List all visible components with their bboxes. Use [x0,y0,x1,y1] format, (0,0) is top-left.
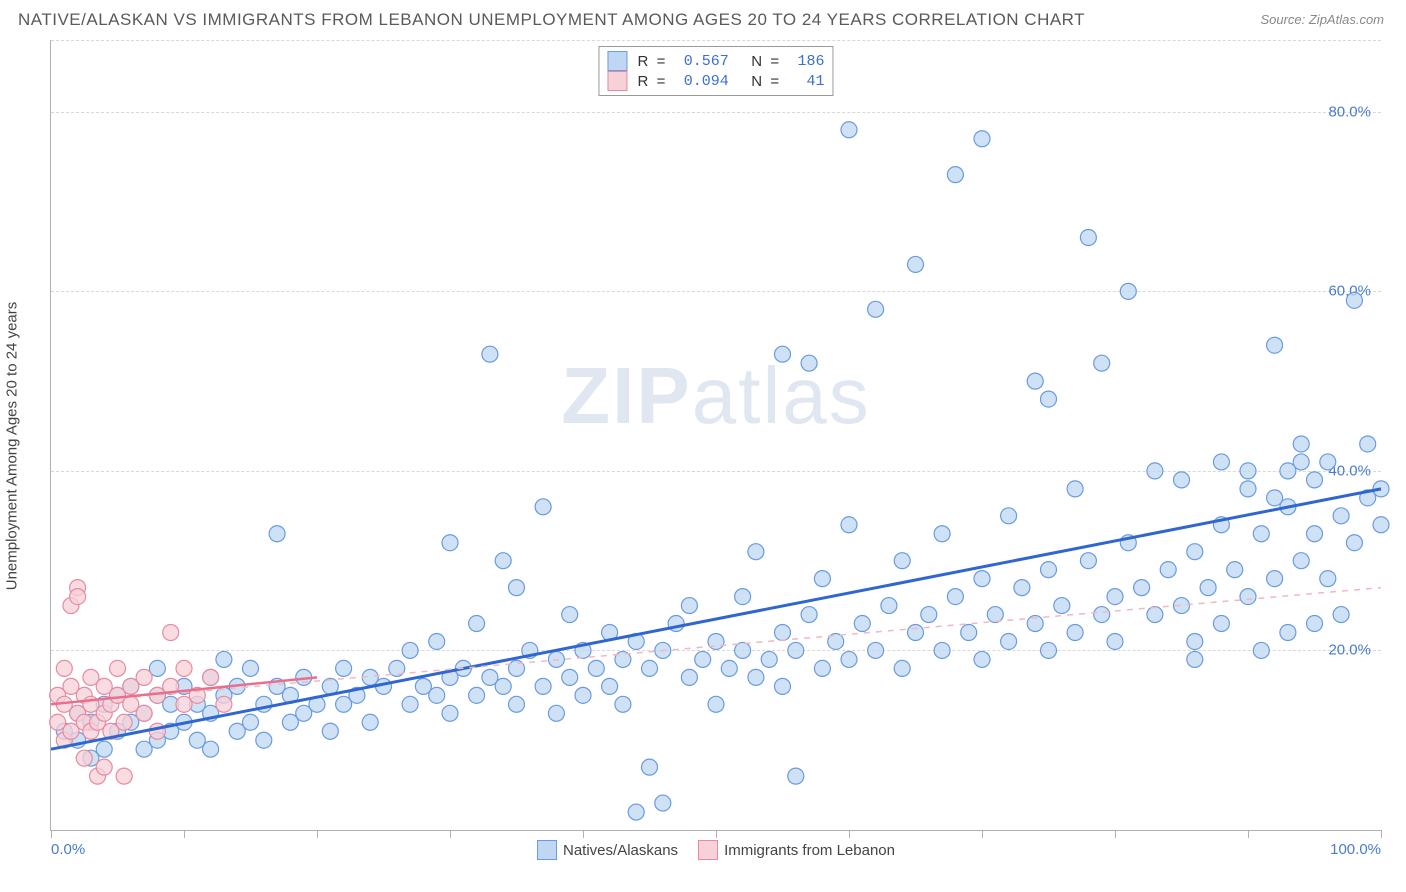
legend-stats-row: R = 0.567 N = 186 [607,51,824,71]
legend-swatch [537,840,557,860]
x-tick [849,830,850,838]
x-tick [317,830,318,838]
legend-swatch [698,840,718,860]
legend-n-label: N = [739,73,788,90]
legend-n-label: N = [739,53,788,70]
legend-n-value: 41 [798,73,825,90]
legend-n-value: 186 [798,53,825,70]
x-tick [982,830,983,838]
legend-stats-row: R = 0.094 N = 41 [607,71,824,91]
legend-bottom: Natives/Alaskans Immigrants from Lebanon [537,840,895,860]
legend-swatch [607,51,627,71]
y-axis-label: Unemployment Among Ages 20 to 24 years [4,302,21,591]
x-tick [1115,830,1116,838]
x-tick [716,830,717,838]
legend-swatch [607,71,627,91]
legend-r-value: 0.567 [684,53,729,70]
legend-stats: R = 0.567 N = 186R = 0.094 N = 41 [598,46,833,96]
legend-r-label: R = [637,73,673,90]
x-tick [1381,830,1382,838]
legend-r-value: 0.094 [684,73,729,90]
legend-r-label: R = [637,53,673,70]
legend-item: Natives/Alaskans [537,840,678,860]
x-tick [51,830,52,838]
x-tick [184,830,185,838]
chart-title: NATIVE/ALASKAN VS IMMIGRANTS FROM LEBANO… [18,10,1085,30]
x-tick [583,830,584,838]
legend-label: Immigrants from Lebanon [724,842,895,859]
plot-area: ZIPatlas R = 0.567 N = 186R = 0.094 N = … [50,40,1381,831]
x-axis-min-label: 0.0% [51,841,85,858]
scatter-plot [51,40,1381,830]
legend-item: Immigrants from Lebanon [698,840,895,860]
x-tick [450,830,451,838]
x-axis-max-label: 100.0% [1330,841,1381,858]
legend-label: Natives/Alaskans [563,842,678,859]
source-label: Source: ZipAtlas.com [1260,12,1384,27]
x-tick [1248,830,1249,838]
